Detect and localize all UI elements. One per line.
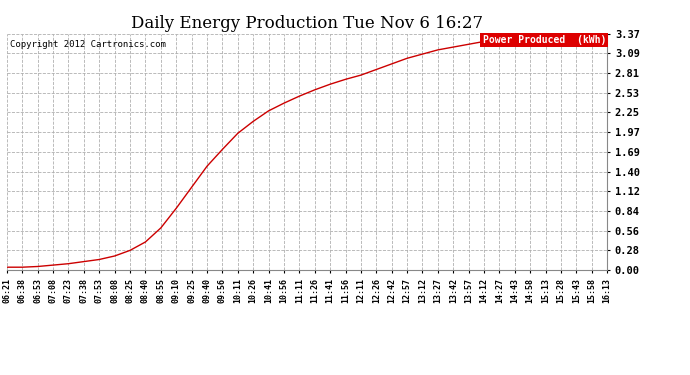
Text: Copyright 2012 Cartronics.com: Copyright 2012 Cartronics.com	[10, 40, 166, 49]
Title: Daily Energy Production Tue Nov 6 16:27: Daily Energy Production Tue Nov 6 16:27	[131, 15, 483, 32]
Text: Power Produced  (kWh): Power Produced (kWh)	[482, 35, 606, 45]
